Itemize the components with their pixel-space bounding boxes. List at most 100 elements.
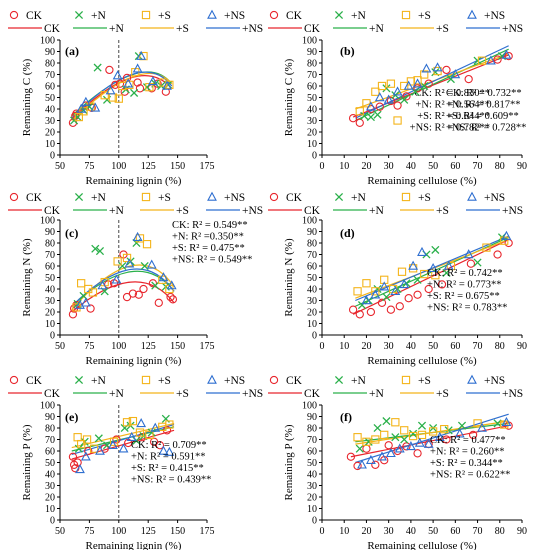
data-point — [132, 63, 143, 73]
r2-label: CK: R² = 0.830** — [414, 88, 490, 99]
data-point — [385, 447, 396, 458]
data-point — [84, 446, 93, 456]
r2-label: CK: R² = 0.477** — [430, 435, 506, 446]
data-point — [424, 79, 433, 88]
data-point — [417, 421, 427, 430]
legend-label: +NS — [484, 192, 505, 204]
r2-label: +S: R² = 0.344** — [430, 458, 503, 469]
y-tick-label: 30 — [45, 116, 55, 127]
legend-label: CK — [44, 23, 61, 35]
legend-label: +N — [91, 10, 106, 22]
legend-label: +N — [91, 192, 106, 204]
legend-label: +N — [109, 23, 124, 35]
data-point — [114, 94, 123, 103]
legend-label: +NS — [502, 205, 523, 217]
x-tick-label: 90 — [517, 341, 527, 352]
data-point — [413, 290, 422, 299]
data-point — [135, 84, 145, 93]
data-point — [400, 95, 409, 104]
legend-marker — [467, 191, 477, 201]
data-point — [500, 420, 509, 429]
y-tick-label: 40 — [307, 470, 317, 481]
legend-label: +S — [418, 10, 431, 22]
data-point — [80, 451, 91, 461]
x-tick-label: 150 — [170, 341, 185, 352]
x-tick-label: 100 — [111, 161, 126, 172]
legend-label: +NS — [242, 388, 263, 400]
data-point — [133, 78, 142, 87]
data-point — [473, 56, 482, 65]
y-axis-title: Remaining P (%) — [283, 424, 295, 500]
data-point — [115, 79, 125, 88]
legend-label: CK — [304, 205, 321, 217]
r2-label: +S: R² = 0.609** — [446, 111, 519, 122]
y-tick-label: 20 — [307, 308, 317, 319]
y-tick-label: 10 — [307, 504, 317, 515]
r2-label: +S: R² = 0.644** — [417, 111, 490, 122]
data-point — [404, 294, 413, 303]
x-tick-label: 50 — [55, 526, 65, 537]
data-point — [424, 284, 433, 294]
data-point — [446, 75, 455, 84]
data-point — [91, 244, 100, 253]
x-tick-label: 80 — [495, 341, 505, 352]
data-point — [393, 101, 402, 110]
data-point — [93, 63, 102, 72]
x-tick-label: 125 — [141, 161, 156, 172]
data-point — [166, 292, 175, 302]
y-tick-label: 10 — [45, 139, 55, 150]
x-tick-label: 175 — [200, 526, 215, 537]
data-point — [147, 428, 156, 437]
data-point — [130, 88, 139, 97]
y-tick-label: 50 — [45, 458, 55, 469]
legend-marker — [467, 9, 477, 19]
r2-label: +N: R² = 0.773** — [427, 280, 502, 291]
data-point — [374, 92, 385, 102]
data-point — [80, 297, 91, 307]
legend-label: +NS — [502, 23, 523, 35]
r2-label: +S: R² = 0.415** — [131, 463, 204, 474]
legend-marker — [334, 375, 344, 385]
legend-marker — [207, 9, 217, 19]
y-tick-label: 30 — [307, 296, 317, 307]
data-point — [147, 76, 158, 86]
y-tick-label: 50 — [307, 273, 317, 284]
data-point — [80, 96, 91, 106]
data-point — [420, 81, 429, 91]
data-point — [371, 87, 380, 96]
y-tick-label: 50 — [45, 273, 55, 284]
data-point — [382, 417, 391, 426]
r2-label: +NS: R² = 0.783** — [427, 303, 507, 314]
y-tick-label: 10 — [45, 504, 55, 515]
legend-marker — [401, 10, 411, 20]
data-point — [403, 80, 414, 90]
legend-label: CK — [286, 192, 303, 204]
y-tick-label: 30 — [307, 481, 317, 492]
data-point — [357, 301, 367, 310]
r2-label: +S: R² = 0.475** — [172, 243, 245, 254]
data-point — [504, 51, 513, 61]
data-point — [384, 441, 393, 450]
r2-label: CK: R² = 0.742** — [427, 268, 503, 279]
data-point — [348, 305, 358, 314]
data-point — [364, 437, 373, 446]
data-point — [371, 435, 380, 444]
y-tick-label: 100 — [40, 401, 55, 412]
data-point — [128, 289, 138, 298]
x-tick-label: 40 — [406, 526, 416, 537]
x-axis-title: Remaining lignin (%) — [86, 175, 182, 187]
data-point — [134, 290, 143, 299]
data-point — [68, 452, 78, 461]
data-point — [90, 102, 101, 112]
y-tick-label: 20 — [45, 308, 55, 319]
legend-marker — [401, 375, 411, 385]
y-tick-label: 60 — [45, 82, 55, 93]
y-tick-label: 70 — [307, 70, 317, 81]
data-point — [135, 234, 145, 243]
legend-label: CK — [44, 205, 61, 217]
data-point — [105, 65, 114, 75]
x-tick-label: 100 — [111, 526, 126, 537]
